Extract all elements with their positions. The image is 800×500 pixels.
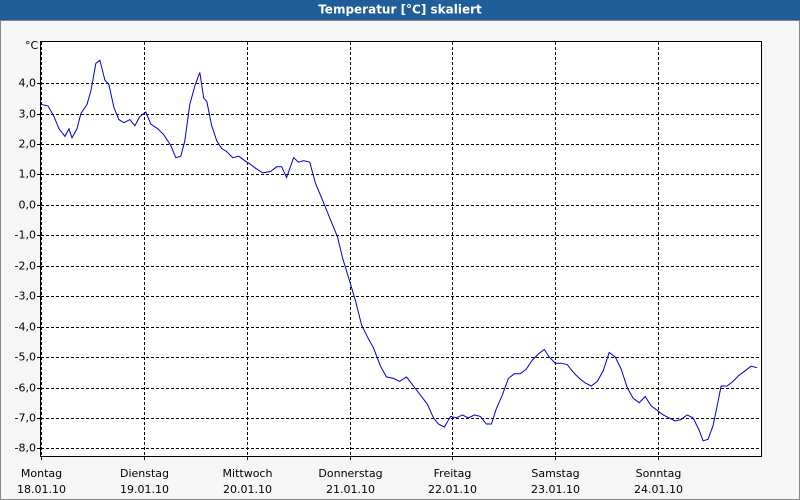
y-tick-label: 0,0 (19, 199, 37, 212)
x-tick-label: Montag (21, 467, 62, 480)
y-tick-label: -3,0 (15, 290, 36, 303)
y-tick-label: -1,0 (15, 229, 36, 242)
y-tick-label: -4,0 (15, 321, 36, 334)
x-tick-label: Freitag (434, 467, 472, 480)
y-tick-label: -6,0 (15, 382, 36, 395)
x-tick-date: 20.01.10 (223, 483, 272, 496)
x-tick-date: 24.01.10 (634, 483, 683, 496)
title-bar (0, 0, 800, 20)
temperature-line (40, 59, 758, 442)
y-tick-label: 2,0 (19, 138, 37, 151)
y-tick-label: -7,0 (15, 412, 36, 425)
y-axis-label: °C (25, 39, 39, 52)
x-tick-date: 21.01.10 (326, 483, 375, 496)
x-tick-label: Dienstag (120, 467, 169, 480)
x-tick-date: 18.01.10 (17, 483, 66, 496)
x-tick-label: Mittwoch (223, 467, 273, 480)
x-tick-date: 23.01.10 (531, 483, 580, 496)
x-tick-label: Donnerstag (318, 467, 382, 480)
x-tick-date: 19.01.10 (120, 483, 169, 496)
x-tick-label: Sonntag (636, 467, 682, 480)
plot-area (40, 41, 762, 457)
x-tick-date: 22.01.10 (428, 483, 477, 496)
y-tick-label: -2,0 (15, 260, 36, 273)
x-tick-label: Samstag (531, 467, 579, 480)
y-tick-label: 1,0 (19, 168, 37, 181)
y-tick-label: 4,0 (19, 77, 37, 90)
y-tick-label: -8,0 (15, 442, 36, 455)
y-tick-label: -5,0 (15, 351, 36, 364)
y-tick-label: 3,0 (19, 108, 37, 121)
chart-title: Temperatur [°C] skaliert (318, 3, 482, 17)
